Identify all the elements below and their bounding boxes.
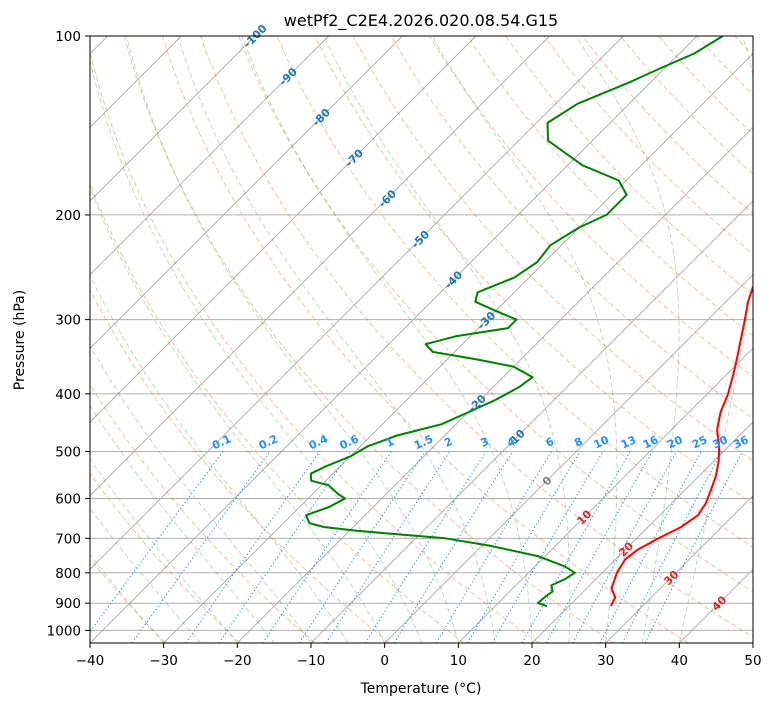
mixing-ratio-label: 25 (690, 433, 709, 451)
mixing-ratio-line (90, 451, 224, 633)
mixing-ratio-label: 20 (665, 433, 685, 451)
x-tick-label: 10 (450, 653, 467, 669)
mixing-ratio-line (521, 451, 631, 643)
dry-adiabat (90, 383, 316, 643)
y-tick-label: 800 (55, 566, 81, 582)
isotherm-line (90, 36, 551, 497)
x-tick-label: 40 (671, 653, 688, 669)
dry-adiabat (505, 36, 753, 296)
y-tick-label: 200 (55, 208, 81, 224)
mixing-ratio-line (325, 451, 451, 643)
isotherm-line (90, 36, 256, 202)
isotherm-line (90, 36, 624, 571)
isotherm-line (90, 36, 698, 643)
moist-adiabat (241, 36, 533, 643)
y-tick-label: 900 (55, 596, 81, 612)
isotherm-line (384, 273, 753, 643)
x-tick-label: −30 (149, 653, 178, 669)
isotherm-line (90, 36, 403, 350)
mixing-ratio-line (262, 451, 392, 643)
dry-adiabat (90, 50, 540, 643)
mixing-ratio-line (545, 451, 653, 643)
y-tick-label: 500 (55, 444, 81, 460)
moist-adiabat (323, 36, 571, 643)
dry-adiabat (428, 36, 753, 378)
x-axis-ticks: −40 −30 −20 −10 0 10 20 30 40 50 (76, 643, 762, 669)
mixing-ratio-label: 36 (731, 433, 751, 451)
chart-title: wetPf2_C2E4.2026.020.08.54.G15 (284, 11, 558, 31)
moist-adiabat (90, 404, 275, 643)
x-tick-label: 20 (523, 653, 540, 669)
plot-frame (89, 35, 754, 644)
y-tick-label: 300 (55, 313, 81, 329)
moist-adiabat (575, 36, 680, 643)
dry-adiabats (90, 36, 753, 643)
mixing-ratio-line (298, 451, 426, 643)
dry-adiabat (90, 472, 241, 643)
x-tick-label: 30 (597, 653, 614, 669)
dry-adiabat (314, 36, 753, 505)
mixing-ratio-line (131, 451, 271, 643)
mixing-ratio-line (644, 451, 743, 643)
temperature-profile-line (610, 284, 753, 607)
x-tick-label: −20 (223, 653, 252, 669)
dry-adiabat (123, 36, 614, 643)
mixing-ratio-label: 10 (592, 433, 612, 451)
moist-adiabat (90, 458, 238, 643)
mixing-ratio-line (621, 451, 723, 643)
mixing-ratio-line (364, 451, 487, 643)
x-tick-label: 50 (744, 653, 761, 669)
mixing-ratio-line (599, 451, 702, 643)
x-axis-label: Temperature (°C) (360, 681, 482, 697)
isotherm-line (90, 36, 477, 423)
x-tick-label: −10 (297, 653, 326, 669)
moist-adiabats (90, 36, 753, 643)
y-tick-label: 600 (55, 492, 81, 508)
mixing-ratio-label: 16 (641, 433, 661, 451)
dry-adiabat (238, 36, 753, 593)
isotherm-line (531, 421, 753, 643)
y-axis-ticks: 1000 900 800 700 600 500 400 300 200 100 (47, 29, 90, 639)
y-tick-label: 700 (55, 531, 81, 547)
y-tick-label: 100 (55, 29, 81, 45)
isotherm-line (236, 126, 753, 643)
dry-adiabat (352, 36, 753, 462)
mixing-ratio-label: 30 (711, 433, 731, 451)
y-tick-label: 1000 (47, 623, 81, 639)
isotherm-line (310, 200, 753, 643)
dry-adiabat (200, 36, 753, 638)
moist-adiabat (90, 344, 312, 643)
dry-adiabat (161, 36, 689, 643)
mixing-ratio-lines (90, 451, 743, 643)
isotherm-line (163, 52, 753, 643)
dry-adiabat (90, 182, 465, 643)
profile-series (305, 36, 753, 608)
moist-adiabat (90, 274, 349, 643)
x-tick-label: 0 (380, 653, 389, 669)
moist-adiabat (431, 36, 618, 643)
isotherm-line (90, 36, 330, 276)
x-tick-label: −40 (76, 653, 105, 669)
dry-adiabat (90, 288, 390, 643)
mixing-ratio-line (491, 451, 604, 643)
y-tick-label: 400 (55, 387, 81, 403)
dry-adiabat (276, 36, 753, 549)
skewed-isotherms (90, 36, 753, 643)
moist-adiabat (126, 36, 459, 643)
dewpoint-profile-line (305, 36, 724, 608)
dry-adiabat (90, 558, 166, 643)
mixing-ratio-line (572, 451, 677, 643)
isotherm-line (605, 494, 753, 643)
moist-adiabat (90, 186, 386, 643)
moist-adiabat (177, 36, 496, 643)
mixing-ratio-label: 13 (619, 433, 638, 451)
isotherm-line (457, 347, 753, 643)
y-axis-label: Pressure (hPa) (12, 290, 28, 390)
